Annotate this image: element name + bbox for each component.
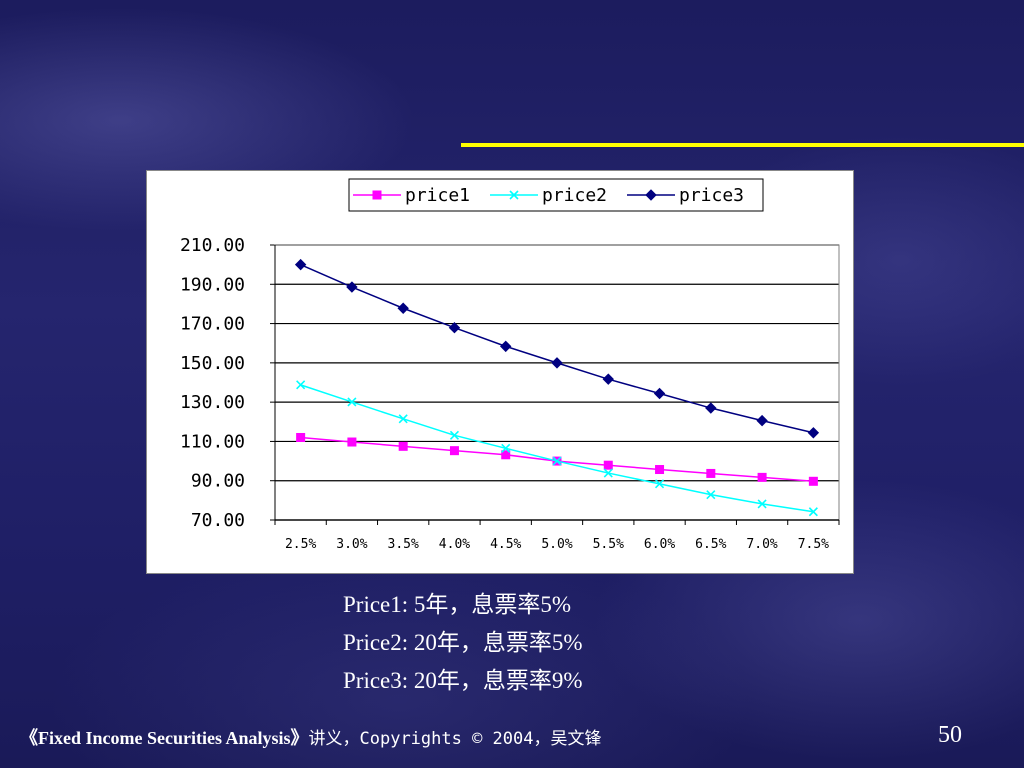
chart-panel: 210.00 190.00 170.00 150.00 130.00 110.00 90.0…	[146, 170, 854, 574]
price3-point	[756, 414, 768, 427]
series-notes: Price1: 5年，息票率5% Price2: 20年，息票率5% Price…	[343, 586, 583, 700]
page-number: 50	[938, 722, 962, 748]
price2-point	[706, 490, 716, 500]
price2-point	[501, 443, 511, 453]
series-price3	[294, 258, 820, 439]
legend-label: price1	[405, 185, 470, 206]
x-tick-label: 5.0%	[541, 537, 572, 552]
x-tick-label: 6.5%	[695, 537, 726, 552]
legend-item-price1: price1	[353, 185, 470, 206]
x-tick-label: 4.0%	[439, 537, 470, 552]
x-tick-labels: 2.5% 3.0% 3.5% 4.0% 4.5% 5.0% 5.5% 6.0% 6.5% 7.0%…	[285, 537, 829, 552]
legend-swatch-marker	[372, 190, 382, 200]
price1-point	[347, 437, 357, 447]
footer: 《Fixed Income Securities Analysis》讲义，Cop…	[20, 724, 602, 750]
price3-point	[397, 302, 409, 314]
y-tick-label: 150.00	[180, 353, 245, 374]
series-lines	[294, 258, 820, 517]
price3-point	[807, 427, 820, 439]
price2-point	[654, 479, 665, 489]
price1-point	[296, 433, 306, 442]
price3-point	[705, 402, 717, 414]
price2-point	[296, 380, 306, 390]
y-tick-label: 130.00	[180, 392, 245, 413]
price1-point	[501, 450, 511, 460]
y-tick-label: 210.00	[180, 235, 245, 256]
title-underline	[461, 143, 1024, 147]
gridlines	[275, 244, 839, 521]
x-tick-label: 7.5%	[798, 537, 829, 552]
price2-point	[808, 507, 818, 517]
note-price3: Price3: 20年，息票率9%	[343, 668, 583, 693]
y-tick-label: 110.00	[180, 431, 245, 452]
price2-point	[757, 499, 767, 509]
price2-point	[449, 430, 460, 440]
price3-point	[602, 373, 614, 385]
x-tick-label: 7.0%	[746, 537, 777, 552]
legend-swatch-marker	[645, 189, 657, 201]
y-tick-label: 170.00	[180, 314, 245, 335]
price3-point	[294, 258, 307, 271]
price3-point	[551, 357, 563, 369]
legend-box	[348, 178, 764, 212]
price3-line	[300, 263, 814, 434]
price3-point	[448, 321, 461, 334]
price3-point	[346, 281, 358, 293]
price1-point	[603, 460, 613, 470]
note-price1: Price1: 5年，息票率5%	[343, 592, 572, 617]
x-tick-label: 4.5%	[490, 537, 521, 552]
legend: price1 price2 price3	[348, 178, 764, 212]
x-tick-label: 3.5%	[388, 537, 419, 552]
legend-item-price3: price3	[627, 185, 744, 206]
price3-point	[653, 387, 666, 400]
price2-point	[398, 414, 408, 424]
series-price2	[296, 380, 818, 517]
legend-item-price2: price2	[490, 185, 607, 206]
legend-swatch-marker	[509, 190, 519, 200]
x-tick-label: 3.0%	[336, 537, 367, 552]
note-price2: Price2: 20年，息票率5%	[343, 630, 583, 655]
legend-label: price3	[679, 185, 744, 206]
y-tick-labels: 210.00 190.00 170.00 150.00 130.00 110.00 90.0…	[180, 235, 245, 531]
price3-point	[500, 340, 512, 353]
price2-point	[603, 468, 613, 478]
x-tick-label: 2.5%	[285, 537, 316, 552]
price1-point	[808, 476, 818, 486]
y-tick-label: 190.00	[180, 274, 245, 295]
price2-point	[347, 397, 357, 407]
y-tick-label: 70.00	[191, 510, 245, 531]
plot-area	[274, 244, 840, 521]
x-tick-label: 6.0%	[644, 537, 675, 552]
footer-copyright: 讲义，Copyrights © 2004，吴文锋	[308, 729, 602, 749]
legend-label: price2	[542, 185, 607, 206]
price2-point	[552, 456, 562, 466]
price1-point	[655, 465, 665, 475]
x-tick-label: 5.5%	[593, 537, 624, 552]
price2-line	[300, 384, 814, 513]
axes	[270, 244, 840, 525]
price1-point	[398, 441, 408, 451]
line-chart: 210.00 190.00 170.00 150.00 130.00 110.00 90.0…	[180, 178, 840, 552]
footer-book-title: 《Fixed Income Securities Analysis》	[20, 728, 309, 748]
price1-point	[706, 468, 716, 478]
price1-point	[449, 446, 459, 456]
price1-point	[757, 472, 767, 482]
y-tick-label: 90.00	[191, 471, 245, 492]
